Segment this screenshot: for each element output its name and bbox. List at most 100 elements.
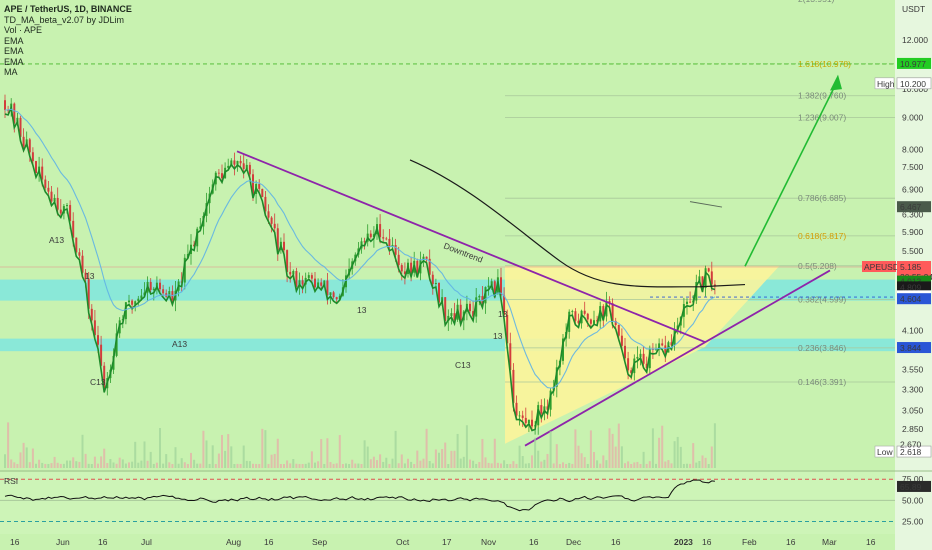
volume-bar [103,448,106,468]
volume-bar [571,463,574,468]
volume-bar [469,459,471,468]
candle-body [472,311,475,317]
candle-body [506,315,509,344]
fib-label-0: 2(13.951) [798,0,835,4]
candle-body [428,258,431,275]
volume-bar [298,463,301,468]
candle-body [434,283,437,285]
candle-body [447,315,450,321]
volume-bar [614,446,617,468]
volume-bar [608,428,611,468]
candle-body [56,197,59,210]
volume-bar [19,452,22,468]
indicator-ema-1[interactable]: EMA [4,35,24,46]
candle-body [221,173,223,179]
volume-bar [472,460,475,468]
volume-bar [165,454,168,468]
volume-bar [698,461,701,468]
candle-body [90,308,93,321]
volume-bar [686,463,688,468]
ema-line [4,108,716,389]
candle-body [199,226,202,229]
price-tag: 10.200 [900,79,926,89]
volume-bar [255,463,258,468]
candle-body [236,161,239,165]
volume-bar [689,463,692,468]
volume-bar [59,463,62,468]
volume-bar [391,458,394,468]
y-tick-label: 3.550 [902,365,924,375]
volume-bar [534,437,537,468]
volume-bar [524,463,527,468]
price-tag-bg [897,281,931,293]
volume-bar [431,463,434,468]
candle-body [478,296,481,298]
volume-bar [400,454,403,468]
volume-bar [261,428,264,468]
hl-tag: Low [877,447,893,457]
volume-bar [295,463,298,468]
rsi-line [4,479,715,512]
volume-bar [651,428,654,468]
volume-bar [196,463,199,468]
volume-bar [403,463,406,468]
volume-bar [438,452,440,468]
volume-bar [35,463,37,468]
rsi-pane-bg [0,472,932,534]
candle-body [689,301,692,303]
candle-body [66,205,68,207]
price-tag-bg [862,261,896,273]
candle-body [713,284,716,286]
y-tick-label: 5.500 [902,246,924,256]
candle-body [388,238,391,247]
candle-body [593,320,595,324]
candle-body [493,281,496,294]
candle-body [273,223,276,229]
candle-body [332,292,335,298]
candle-body [403,271,406,275]
indicator-ema-2[interactable]: EMA [4,46,24,56]
symbol-tag: APEUSDT [864,262,904,272]
volume-bar [56,462,59,468]
candle-body [648,349,651,369]
indicator-ma[interactable]: MA [4,67,18,77]
x-tick-label: 16 [786,537,796,547]
volume-bar [459,458,462,468]
candle-body [425,256,428,259]
x-tick-label: Feb [742,537,757,547]
candle-body [314,278,316,288]
volume-bar [267,463,270,468]
volume-bar [245,460,248,468]
indicator-volume[interactable]: Vol · APE [4,25,43,35]
indicator-ema-3[interactable]: EMA [4,56,24,67]
candle-body [583,310,586,314]
volume-bar [568,462,571,468]
x-tick-label: Oct [396,537,410,547]
indicator-td-ma[interactable]: TD_MA_beta_v2.07 by JDLim [4,14,125,25]
projection-arrow-line [744,83,837,267]
hl-tag-bg [874,445,895,458]
volume-bar [354,463,357,468]
volume-bar [7,422,10,468]
volume-bar [382,461,385,468]
volume-bar [338,435,341,468]
volume-bar [162,463,165,468]
price-tag: 3.844 [900,343,922,353]
candle-body [317,282,320,288]
volume-bar [22,442,25,468]
y-tick-label: 9.000 [902,113,924,123]
x-tick-label: 2023 [674,537,693,547]
volume-bar [676,436,679,468]
candle-body [658,343,661,350]
candle-body [574,311,577,321]
x-tick-label: 16 [264,537,274,547]
price-tag-bg [896,445,932,458]
candle-body [459,304,462,321]
rsi-tick-label: 25.00 [902,517,924,527]
candle-body [276,228,279,251]
candle-body [227,165,230,168]
candle-body [394,244,397,255]
td-count-label: A13 [172,339,187,349]
